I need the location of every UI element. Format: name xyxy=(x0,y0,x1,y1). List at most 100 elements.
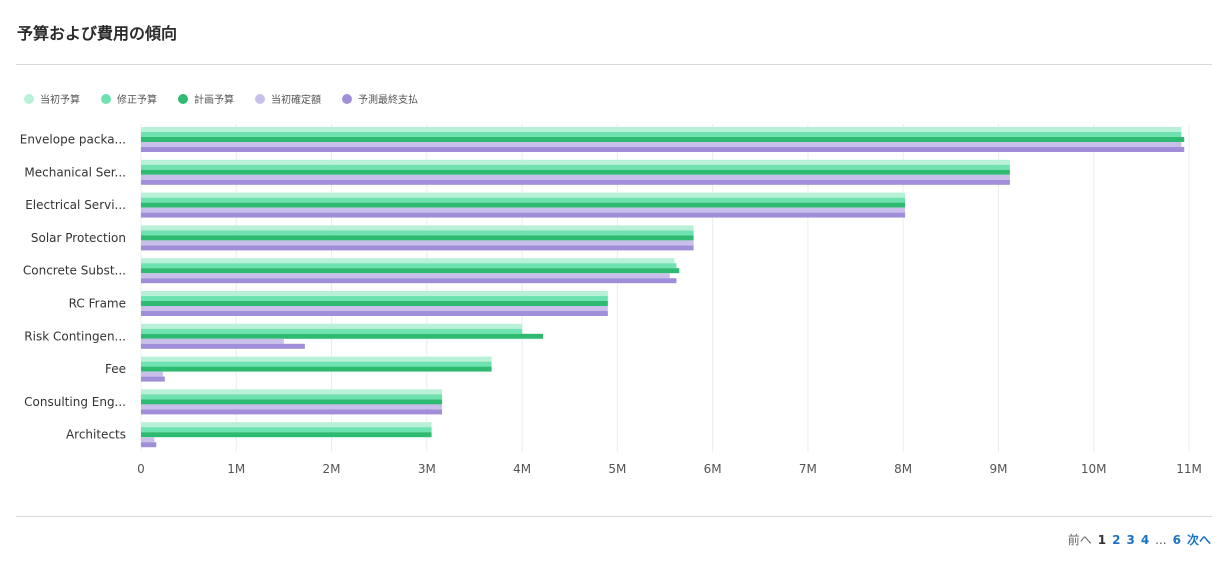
bar xyxy=(141,263,677,269)
x-tick-label: 5M xyxy=(608,462,626,476)
bar xyxy=(141,389,443,395)
bar xyxy=(141,230,694,236)
bar xyxy=(141,301,608,306)
bar xyxy=(141,333,544,339)
bar xyxy=(141,202,906,208)
legend-swatch xyxy=(178,93,188,104)
bar xyxy=(141,235,694,241)
bar xyxy=(141,291,608,296)
page-current: 1 xyxy=(1097,532,1107,547)
bar xyxy=(141,323,523,329)
legend-label: 修正予算 xyxy=(117,95,157,106)
y-category-label: Architects xyxy=(66,428,126,442)
bar xyxy=(141,179,1010,185)
bar xyxy=(141,328,523,334)
bar xyxy=(141,258,675,264)
page-link-last[interactable]: 6 xyxy=(1172,532,1181,547)
bar xyxy=(141,137,1185,142)
bar xyxy=(141,427,432,433)
x-tick-label: 10M xyxy=(1081,462,1107,476)
bar xyxy=(141,442,157,448)
pagination: 前へ 1 2 3 4 ... 6 次へ xyxy=(1068,531,1211,548)
bar xyxy=(141,338,284,344)
bar xyxy=(141,404,443,410)
y-category-label: Concrete Subst... xyxy=(23,264,126,278)
bar xyxy=(141,278,677,284)
bar xyxy=(141,422,432,428)
legend-item[interactable]: 当初予算 xyxy=(24,91,80,106)
bar xyxy=(141,394,443,400)
bottom-divider xyxy=(16,516,1212,517)
bar xyxy=(141,132,1182,137)
bar xyxy=(141,356,492,362)
bar xyxy=(141,343,305,349)
bar xyxy=(141,142,1182,147)
legend-item[interactable]: 予測最終支払 xyxy=(342,91,418,106)
x-tick-label: 1M xyxy=(227,462,245,476)
bar xyxy=(141,240,694,246)
bar xyxy=(141,306,608,311)
legend-swatch xyxy=(101,93,111,104)
y-category-label: Envelope packa... xyxy=(20,133,126,147)
bar xyxy=(141,366,492,372)
x-tick-label: 8M xyxy=(894,462,912,476)
bar xyxy=(141,147,1185,152)
page-ellipsis: ... xyxy=(1155,532,1167,547)
bar xyxy=(141,268,680,274)
page-link-2[interactable]: 2 xyxy=(1112,532,1121,547)
legend: 当初予算 修正予算 計画予算 当初確定額 予測最終支払 xyxy=(24,91,439,106)
bar xyxy=(141,174,1010,180)
y-category-label: Risk Contingen... xyxy=(24,329,126,343)
bar xyxy=(141,371,163,377)
legend-label: 予測最終支払 xyxy=(358,95,418,106)
bar xyxy=(141,245,694,251)
legend-label: 計画予算 xyxy=(194,95,234,106)
legend-label: 当初予算 xyxy=(40,95,80,106)
bar-chart: 0 1M 2M 3M 4M 5M 6M 7M 8M 9M 10M 11M Envelope packa.… xyxy=(20,124,1202,476)
x-tick-label: 0 xyxy=(137,462,145,476)
y-category-label: Solar Protection xyxy=(31,231,126,245)
y-category-label: Consulting Eng... xyxy=(24,395,126,409)
bar xyxy=(141,432,432,438)
legend-item[interactable]: 修正予算 xyxy=(101,91,157,106)
bar xyxy=(141,164,1010,170)
bar xyxy=(141,437,155,443)
page-link-3[interactable]: 3 xyxy=(1126,532,1135,547)
legend-item[interactable]: 計画予算 xyxy=(178,91,234,106)
bar xyxy=(141,376,165,382)
y-category-label: RC Frame xyxy=(69,297,126,311)
bar xyxy=(141,409,443,415)
y-category-label: Fee xyxy=(105,362,126,376)
bar xyxy=(141,311,608,316)
legend-swatch xyxy=(255,93,265,104)
bar xyxy=(141,197,906,203)
bar xyxy=(141,192,906,198)
bar xyxy=(141,399,443,405)
legend-swatch xyxy=(24,93,34,104)
y-category-label: Electrical Servi... xyxy=(25,198,126,212)
bar xyxy=(141,127,1182,132)
bar xyxy=(141,159,1010,165)
legend-item[interactable]: 当初確定額 xyxy=(255,91,321,106)
chart-title: 予算および費用の傾向 xyxy=(17,24,178,43)
bar xyxy=(141,225,694,231)
y-category-label: Mechanical Ser... xyxy=(24,165,126,179)
bar xyxy=(141,296,608,301)
legend-swatch xyxy=(342,93,352,104)
next-page-button[interactable]: 次へ xyxy=(1186,533,1211,547)
x-tick-label: 6M xyxy=(704,462,722,476)
bar xyxy=(141,212,906,218)
x-tick-label: 11M xyxy=(1176,462,1202,476)
x-tick-label: 7M xyxy=(799,462,817,476)
x-tick-label: 2M xyxy=(323,462,341,476)
top-divider xyxy=(16,64,1212,65)
x-tick-label: 3M xyxy=(418,462,436,476)
bar xyxy=(141,207,906,213)
page-link-4[interactable]: 4 xyxy=(1140,532,1150,547)
legend-label: 当初確定額 xyxy=(271,95,321,106)
bar xyxy=(141,361,492,367)
x-tick-label: 4M xyxy=(513,462,531,476)
bar xyxy=(141,169,1010,175)
prev-page-button[interactable]: 前へ xyxy=(1067,533,1092,547)
bar xyxy=(141,273,670,279)
